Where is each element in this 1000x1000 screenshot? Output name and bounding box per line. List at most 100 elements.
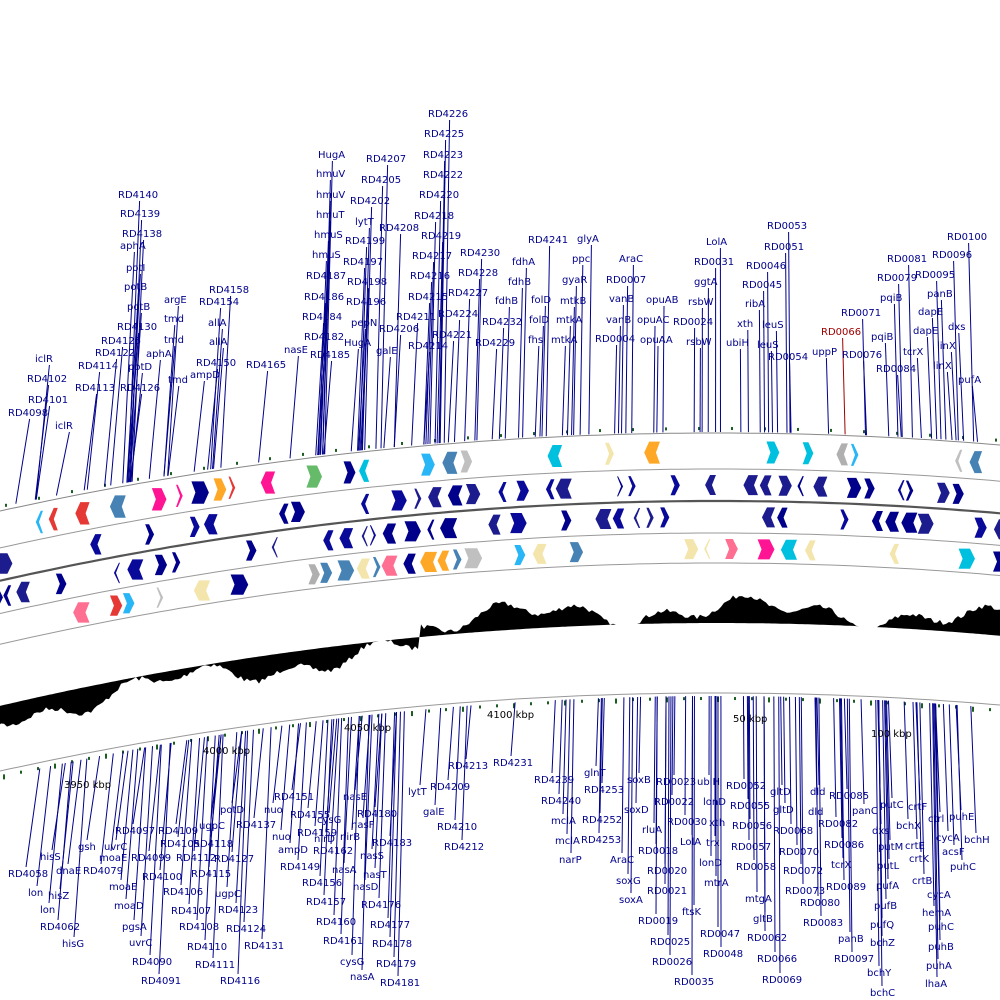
- label-line: [926, 336, 933, 439]
- label-line: [763, 290, 766, 433]
- gene-arrow: [90, 534, 102, 555]
- gene-label: RD4137: [236, 820, 276, 831]
- gene-label: RD4253: [584, 785, 624, 796]
- gene-label: rsbW: [686, 337, 712, 348]
- label-line: [932, 703, 938, 978]
- label-line: [380, 164, 389, 449]
- label-line: [104, 358, 118, 487]
- gene-arrow: [109, 495, 126, 518]
- scale-tick: [896, 431, 898, 435]
- gene-label: RD0031: [694, 257, 734, 268]
- scale-tick: [830, 428, 832, 432]
- gene-label: RD4240: [541, 796, 581, 807]
- gene-label: uvrC: [129, 938, 152, 949]
- scale-label: 3950 kbp: [64, 780, 111, 791]
- label-line: [773, 696, 776, 953]
- gene-arrow: [897, 480, 905, 501]
- label-line: [175, 740, 188, 825]
- gene-label: potB: [124, 282, 147, 293]
- gene-arrow: [360, 493, 370, 514]
- gene-label: galE: [423, 807, 445, 818]
- scale-tick: [292, 724, 294, 728]
- gene-arrow: [555, 478, 572, 499]
- label-line: [539, 325, 544, 437]
- gene-arrow: [993, 551, 1000, 572]
- scale-tick: [698, 427, 700, 431]
- gene-label: RD4098: [8, 408, 48, 419]
- gene-label: bchX: [896, 821, 921, 832]
- gene-label: moaE: [109, 882, 137, 893]
- scale-tick: [731, 427, 733, 431]
- scale-tick: [683, 697, 685, 701]
- gene-label: fdhA: [512, 257, 535, 268]
- gene-label: RD0066: [757, 954, 797, 965]
- label-line: [916, 702, 922, 853]
- gene-label: panB: [927, 289, 953, 300]
- ring-line: [0, 432, 1000, 512]
- gene-arrow: [464, 548, 483, 569]
- label-line: [443, 119, 451, 443]
- label-line: [748, 696, 751, 820]
- gene-label: RD4114: [78, 361, 118, 372]
- gene-label: RD4138: [122, 229, 162, 240]
- gene-label: RD4214: [408, 341, 448, 352]
- gene-label: RD4253: [581, 835, 621, 846]
- gene-arrow: [766, 441, 780, 464]
- label-line: [235, 730, 247, 904]
- gene-label: tmd: [164, 335, 184, 346]
- label-line: [354, 715, 363, 791]
- label-line: [839, 698, 844, 859]
- gene-label: lonD: [699, 858, 722, 869]
- label-line: [919, 702, 925, 875]
- label-line: [73, 758, 88, 938]
- label-line: [220, 295, 232, 468]
- gene-label: RD4115: [191, 869, 231, 880]
- label-line: [461, 705, 468, 841]
- label-line: [504, 306, 510, 439]
- gene-label: dxs: [872, 826, 889, 837]
- scale-tick: [71, 490, 73, 494]
- label-line: [747, 696, 750, 841]
- label-line: [935, 703, 941, 941]
- gene-label: soxB: [627, 775, 651, 786]
- gene-arrow: [561, 510, 572, 531]
- gene-arrow: [172, 552, 181, 573]
- gene-arrow: [323, 530, 334, 551]
- label-line: [167, 385, 180, 476]
- gene-label: RD0057: [731, 842, 771, 853]
- gene-label: RD4182: [304, 332, 344, 343]
- gene-label: puhC: [950, 862, 976, 873]
- gene-label: puhC: [928, 922, 954, 933]
- label-line: [848, 698, 853, 953]
- label-line: [167, 305, 179, 476]
- gene-arrow: [498, 482, 507, 503]
- label-line: [447, 340, 455, 443]
- gene-label: RD4184: [302, 312, 342, 323]
- scale-tick: [411, 711, 413, 717]
- gene-label: RD4124: [226, 924, 266, 935]
- label-line: [35, 405, 51, 500]
- label-line: [158, 743, 171, 975]
- gene-label: crtE: [905, 841, 925, 852]
- gene-label: RD0045: [742, 280, 782, 291]
- gene-label: nasF: [351, 820, 375, 831]
- gene-arrow: [320, 562, 333, 583]
- ring-line: [0, 562, 1000, 645]
- gene-label: hmuV: [316, 169, 345, 180]
- gene-label: mtkA: [556, 315, 582, 326]
- gene-arrow: [306, 465, 323, 488]
- gene-label: RD4210: [437, 822, 477, 833]
- label-line: [541, 305, 546, 437]
- gene-arrow: [905, 480, 914, 501]
- label-line: [374, 713, 383, 869]
- label-line: [971, 385, 979, 442]
- label-line: [132, 747, 146, 825]
- gene-arrow: [670, 475, 680, 496]
- gene-arrow: [403, 553, 416, 574]
- gene-label: nasS: [360, 851, 384, 862]
- gene-arrow: [260, 471, 276, 494]
- gene-label: RD4130: [117, 322, 157, 333]
- label-line: [789, 362, 792, 433]
- label-line: [621, 304, 624, 434]
- scale-tick: [275, 726, 277, 730]
